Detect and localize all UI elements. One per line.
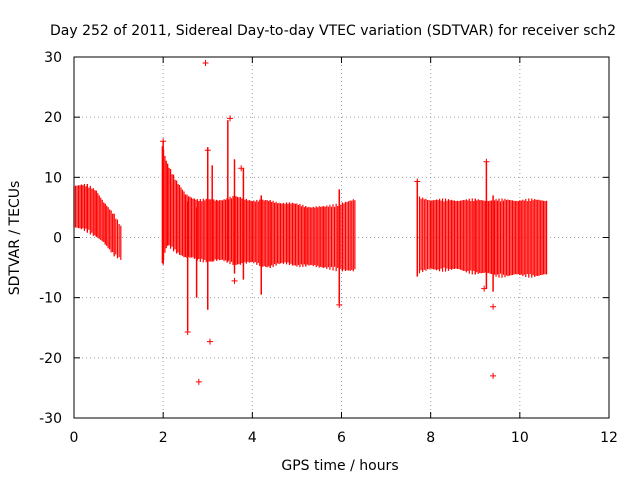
data-point xyxy=(184,328,191,335)
data-point xyxy=(490,303,497,310)
y-axis-label: SDTVAR / TECUs xyxy=(7,181,23,296)
data-point xyxy=(481,285,488,292)
x-tick-label: 10 xyxy=(511,430,529,446)
y-tick-label: 10 xyxy=(44,170,62,186)
x-tick-label: 4 xyxy=(248,430,257,446)
y-tick-label: -10 xyxy=(39,291,62,307)
data-point xyxy=(490,372,497,379)
y-tick-label: 20 xyxy=(44,110,62,126)
y-tick-label: -30 xyxy=(39,411,62,427)
x-tick-label: 6 xyxy=(337,430,346,446)
data-point xyxy=(483,158,490,165)
data-point xyxy=(204,147,211,154)
data-point xyxy=(202,60,209,67)
x-tick-label: 0 xyxy=(70,430,79,446)
data-point xyxy=(414,178,421,185)
data-point xyxy=(195,378,202,385)
axis-ticks: 0 2 4 6 8 10 12 -30 -20 -10 0 10 20 30 xyxy=(39,50,618,446)
data-point xyxy=(227,115,234,122)
chart-title: Day 252 of 2011, Sidereal Day-to-day VTE… xyxy=(50,23,616,39)
data-point xyxy=(206,338,213,345)
y-tick-label: -20 xyxy=(39,351,62,367)
data-point xyxy=(336,301,343,308)
y-tick-label: 0 xyxy=(53,231,62,247)
data-point xyxy=(160,138,167,145)
x-tick-label: 8 xyxy=(426,430,435,446)
x-tick-label: 12 xyxy=(600,430,618,446)
x-tick-label: 2 xyxy=(159,430,168,446)
data-point xyxy=(238,165,245,172)
x-axis-label: GPS time / hours xyxy=(281,458,398,474)
data-layer xyxy=(73,60,548,385)
y-tick-label: 30 xyxy=(44,50,62,66)
data-point xyxy=(231,277,238,284)
